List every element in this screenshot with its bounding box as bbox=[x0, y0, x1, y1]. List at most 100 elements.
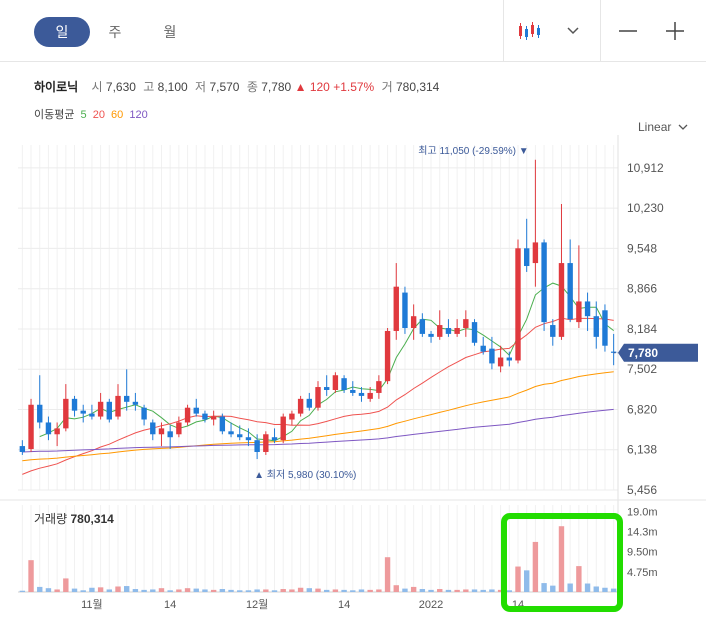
tab-monthly[interactable]: 월 bbox=[163, 24, 177, 40]
candle bbox=[471, 319, 478, 346]
candle-body bbox=[280, 416, 286, 441]
scale-selector[interactable]: Linear bbox=[638, 120, 688, 134]
volume-bar bbox=[454, 589, 460, 592]
candle-body bbox=[106, 401, 112, 420]
candle bbox=[202, 410, 208, 423]
volume-bar bbox=[324, 589, 330, 592]
tab-weekly[interactable]: 주 bbox=[108, 24, 122, 40]
candle-body bbox=[506, 357, 512, 361]
y-tick-label: 8,866 bbox=[627, 282, 657, 296]
candle-body bbox=[19, 446, 26, 452]
x-tick-label: 14 bbox=[164, 599, 176, 611]
candle bbox=[350, 381, 356, 396]
candle-body bbox=[341, 378, 347, 390]
volume-bar bbox=[550, 585, 556, 592]
volume-tick-label: 9.50m bbox=[627, 547, 658, 559]
highlight-annotation bbox=[501, 513, 623, 612]
candle bbox=[245, 428, 252, 447]
candle bbox=[541, 239, 547, 331]
ma-60: 60 bbox=[111, 109, 124, 121]
x-tick-label: 11월 bbox=[81, 598, 103, 611]
candle-body bbox=[384, 330, 391, 382]
candle-body bbox=[28, 404, 34, 450]
candle-body bbox=[184, 407, 191, 423]
candle bbox=[532, 159, 539, 287]
candle-body bbox=[428, 333, 434, 337]
volume-bar bbox=[584, 583, 591, 592]
candle-body bbox=[541, 242, 547, 323]
candle bbox=[506, 351, 512, 367]
candle-body bbox=[245, 437, 252, 441]
candle-body bbox=[150, 422, 156, 435]
volume-bar bbox=[541, 583, 547, 592]
candle bbox=[515, 239, 521, 364]
candle-body bbox=[550, 325, 556, 337]
candle bbox=[28, 398, 34, 452]
y-tick-label: 6,138 bbox=[627, 443, 657, 457]
candle bbox=[419, 313, 426, 337]
chevron-down-icon[interactable] bbox=[558, 16, 588, 46]
candle bbox=[37, 375, 43, 429]
candle bbox=[463, 310, 469, 337]
close-value: 7,780 bbox=[261, 80, 292, 94]
candle bbox=[193, 398, 199, 417]
volume-bar bbox=[219, 589, 226, 592]
ma-5: 5 bbox=[80, 109, 87, 121]
volume-bar bbox=[358, 589, 365, 592]
candle bbox=[437, 310, 443, 340]
candle bbox=[254, 434, 260, 460]
candle bbox=[341, 375, 347, 393]
candle bbox=[402, 286, 408, 334]
volume-bar bbox=[471, 589, 478, 592]
tab-daily[interactable]: 일 bbox=[34, 17, 90, 47]
high-label: 고 bbox=[143, 80, 155, 94]
candle bbox=[97, 392, 104, 420]
candle-body bbox=[567, 263, 573, 320]
volume-bar bbox=[63, 578, 69, 592]
x-tick-label: 2022 bbox=[419, 599, 443, 611]
candle bbox=[524, 218, 530, 272]
volume-bar bbox=[567, 583, 573, 592]
moving-average-legend[interactable]: 이동평균 5 20 60 120 bbox=[34, 106, 148, 122]
volume-bar bbox=[532, 541, 539, 592]
candle-body bbox=[445, 328, 452, 334]
candle bbox=[219, 413, 226, 435]
candle bbox=[184, 404, 191, 426]
candle-body bbox=[158, 428, 165, 435]
candle-body bbox=[271, 437, 278, 441]
candle-body bbox=[419, 319, 426, 334]
candle bbox=[550, 319, 556, 346]
x-tick-label: 14 bbox=[512, 599, 524, 611]
candle bbox=[150, 419, 156, 441]
candle bbox=[576, 245, 582, 329]
candle-body bbox=[471, 322, 478, 343]
candle-body bbox=[410, 316, 417, 329]
candle-body bbox=[454, 328, 460, 334]
candle bbox=[315, 381, 321, 411]
candlestick-icon[interactable] bbox=[515, 16, 545, 46]
volume-bar bbox=[54, 589, 60, 592]
ma-label: 이동평균 bbox=[34, 109, 75, 121]
current-price-tag bbox=[618, 343, 698, 362]
candle-body bbox=[176, 422, 182, 435]
candle-body bbox=[480, 345, 486, 352]
volume-title: 거래량 780,314 bbox=[34, 510, 114, 527]
plus-icon[interactable] bbox=[660, 16, 690, 46]
candle-body bbox=[358, 392, 365, 396]
candle-body bbox=[210, 416, 217, 420]
volume-bar bbox=[228, 589, 234, 592]
minus-icon[interactable] bbox=[613, 16, 643, 46]
volume-bar bbox=[558, 526, 565, 592]
volume-bar bbox=[315, 588, 321, 592]
candle-body bbox=[402, 292, 408, 329]
volume-bar bbox=[306, 588, 312, 592]
candle bbox=[80, 404, 86, 423]
y-tick-label: 9,548 bbox=[627, 241, 657, 255]
current-price-label: 7,780 bbox=[628, 346, 658, 360]
candle bbox=[567, 239, 573, 323]
candle-body bbox=[219, 416, 226, 432]
volume-bar bbox=[524, 570, 530, 592]
candle-body bbox=[141, 407, 147, 420]
candle-body bbox=[132, 401, 139, 405]
volume-bar bbox=[289, 589, 295, 592]
